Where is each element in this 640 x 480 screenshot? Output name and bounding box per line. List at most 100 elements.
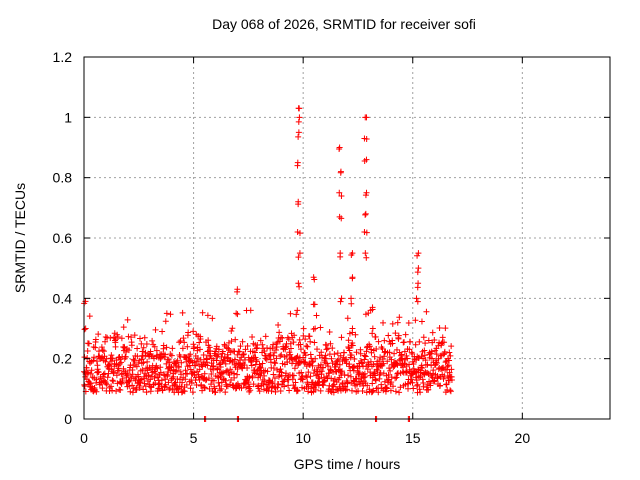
data-point (364, 382, 371, 389)
data-point (100, 348, 107, 355)
data-point (164, 373, 171, 380)
data-point (448, 377, 455, 384)
data-point (262, 333, 269, 340)
data-point (212, 388, 219, 395)
data-point (307, 373, 314, 380)
data-point (163, 360, 170, 367)
data-point (297, 346, 304, 353)
data-point (108, 358, 115, 365)
data-point (337, 169, 344, 176)
data-point (109, 387, 116, 394)
data-point (179, 379, 186, 386)
data-point (270, 341, 277, 348)
data-point (246, 374, 253, 381)
data-point (167, 311, 174, 318)
data-point (431, 377, 438, 384)
data-point (346, 347, 353, 354)
data-point (253, 345, 260, 352)
data-point (90, 354, 97, 361)
data-point (124, 316, 131, 323)
data-point (178, 371, 185, 378)
data-point (163, 344, 170, 351)
data-point (442, 325, 449, 332)
data-point (107, 334, 114, 341)
data-point (318, 368, 325, 375)
data-point (291, 365, 298, 372)
data-point (270, 365, 277, 372)
data-point (203, 355, 210, 362)
data-point (108, 383, 115, 390)
data-point (437, 382, 444, 389)
data-point (182, 376, 189, 383)
data-point (113, 388, 120, 395)
data-point (300, 325, 307, 332)
data-point (321, 378, 328, 385)
data-point (108, 352, 115, 359)
data-point (295, 118, 302, 125)
data-point (279, 334, 286, 341)
data-point (344, 315, 351, 322)
data-point (129, 371, 136, 378)
data-point (136, 385, 143, 392)
data-point (388, 379, 395, 386)
data-point (403, 369, 410, 376)
data-point (118, 335, 125, 342)
data-point (181, 339, 188, 346)
data-point (95, 331, 102, 338)
data-point (424, 361, 431, 368)
data-point (301, 359, 308, 366)
data-point (419, 365, 426, 372)
data-point (275, 322, 282, 329)
data-point (381, 337, 388, 344)
data-point (259, 341, 266, 348)
data-point (441, 339, 448, 346)
y-tick-label: 1.2 (53, 49, 73, 65)
data-point (159, 328, 166, 335)
data-point (272, 347, 279, 354)
data-point (119, 375, 126, 382)
data-point (185, 329, 192, 336)
data-point (401, 339, 408, 346)
data-point (152, 326, 159, 333)
data-point (196, 376, 203, 383)
data-point (214, 366, 221, 373)
data-point (277, 387, 284, 394)
data-point (392, 388, 399, 395)
data-point (366, 343, 373, 350)
data-point (86, 379, 93, 386)
data-point (395, 332, 402, 339)
data-point (338, 334, 345, 341)
data-point (251, 367, 258, 374)
data-point (448, 366, 455, 373)
data-point (168, 352, 175, 359)
chart-title: Day 068 of 2026, SRMTID for receiver sof… (212, 16, 476, 32)
data-point (112, 343, 119, 350)
data-point (260, 380, 267, 387)
data-point (152, 370, 159, 377)
data-point (239, 338, 246, 345)
data-point (83, 364, 90, 371)
data-point (164, 371, 171, 378)
data-point (349, 342, 356, 349)
data-point (388, 356, 395, 363)
data-point (397, 384, 404, 391)
data-point (261, 372, 268, 379)
data-point (345, 337, 352, 344)
data-point (392, 375, 399, 382)
data-point (322, 355, 329, 362)
data-point (100, 371, 107, 378)
data-point (309, 362, 316, 369)
data-point (390, 383, 397, 390)
data-point (296, 230, 303, 237)
data-point (204, 362, 211, 369)
data-point (256, 388, 263, 395)
data-point (344, 379, 351, 386)
data-point (115, 367, 122, 374)
data-point (276, 338, 283, 345)
data-point (349, 275, 356, 282)
data-point (125, 347, 132, 354)
data-point (311, 276, 318, 283)
data-point (284, 359, 291, 366)
data-point (371, 353, 378, 360)
